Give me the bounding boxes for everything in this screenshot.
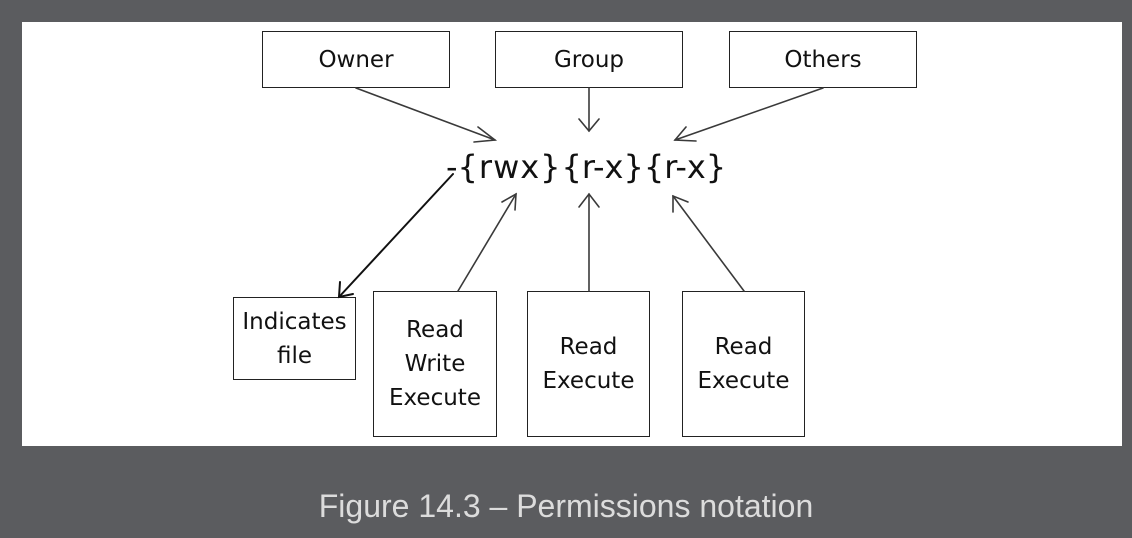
others-perms-arrow	[672, 194, 745, 292]
group-arrow	[578, 87, 600, 133]
group-perms-arrow	[578, 192, 600, 292]
file-type-line-2: file	[276, 342, 313, 369]
owner-perms-arrow	[457, 192, 517, 292]
others-perms-read: Read	[714, 334, 773, 360]
owner-perms-read: Read	[406, 317, 464, 343]
file-type-line-1: Indicates	[242, 308, 347, 335]
owner-perms-execute: Execute	[389, 385, 481, 411]
file-type-arrow	[337, 173, 454, 299]
owner-perms-box: Read Write Execute	[373, 291, 497, 437]
group-perms-read: Read	[559, 334, 618, 360]
owner-arrow	[355, 87, 498, 143]
group-perms-execute: Execute	[542, 368, 635, 394]
file-type-box: Indicates file	[233, 297, 356, 380]
group-box: Group	[495, 31, 683, 88]
figure-caption: Figure 14.3 – Permissions notation	[318, 488, 814, 524]
others-box: Others	[729, 31, 917, 88]
file-type-char: -	[446, 148, 458, 186]
others-permissions: {r-x}	[643, 148, 727, 186]
others-label: Others	[784, 46, 862, 73]
owner-label: Owner	[318, 46, 394, 73]
owner-box: Owner	[262, 31, 450, 88]
owner-permissions: {rwx}	[457, 148, 562, 186]
others-arrow	[673, 87, 824, 142]
group-label: Group	[553, 46, 625, 73]
others-perms-box: Read Execute	[682, 291, 805, 437]
permission-notation: -{rwx}{r-x}{r-x}	[446, 148, 726, 186]
owner-perms-write: Write	[404, 351, 466, 377]
group-perms-box: Read Execute	[527, 291, 650, 437]
others-perms-execute: Execute	[697, 368, 790, 394]
group-permissions: {r-x}	[561, 148, 644, 186]
